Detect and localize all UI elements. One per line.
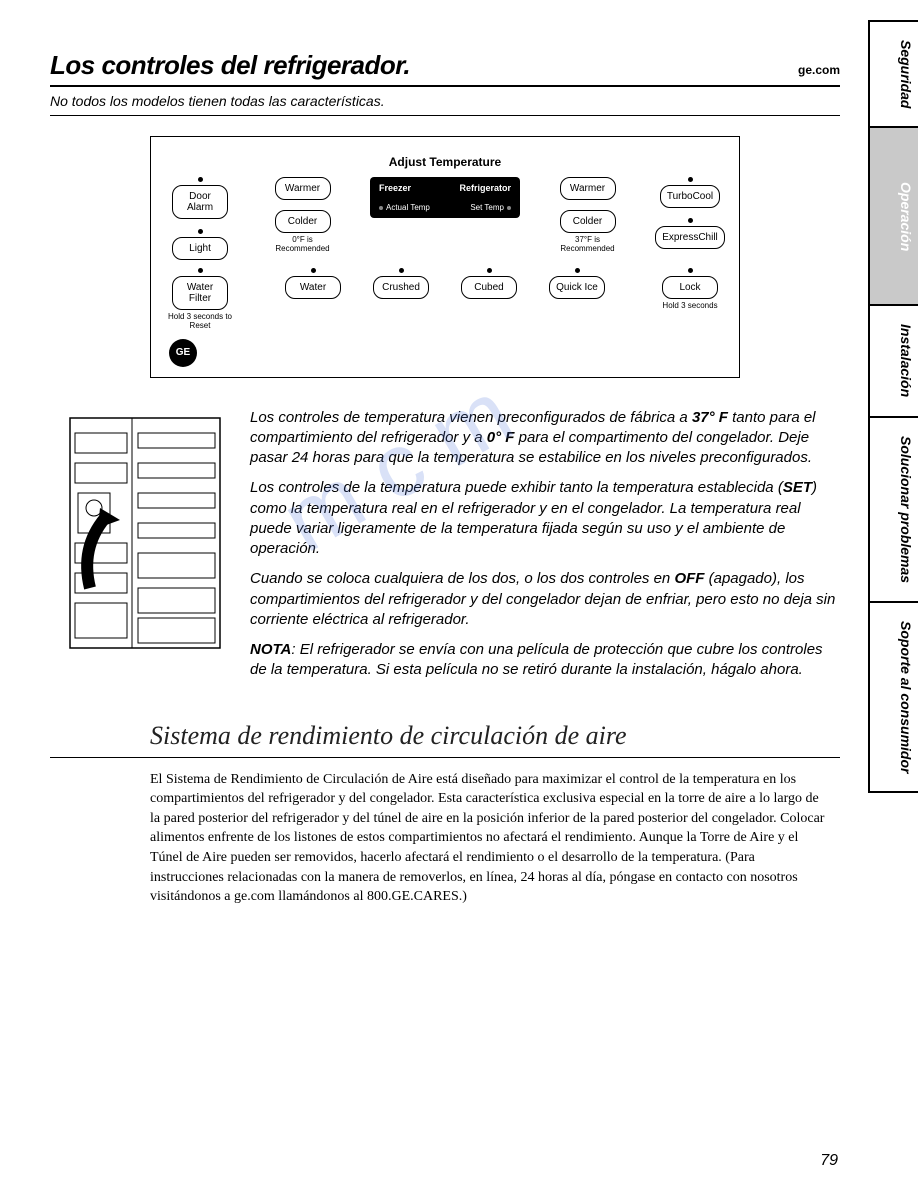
body-text: Los controles de temperatura vienen prec…	[250, 408, 840, 691]
tab-solucionar[interactable]: Solucionar problemas	[868, 416, 918, 603]
rec-0f-label: 0°F is Recommended	[268, 236, 338, 254]
light-button: Light	[172, 237, 228, 260]
tab-instalacion[interactable]: Instalación	[868, 304, 918, 417]
section-heading: Sistema de rendimiento de circulación de…	[150, 721, 840, 751]
refrigerator-illustration	[50, 408, 230, 658]
cubed-button: Cubed	[461, 276, 517, 299]
tab-soporte[interactable]: Soporte al consumidor	[868, 601, 918, 793]
section-body: El Sistema de Rendimiento de Circulación…	[150, 770, 830, 907]
actual-temp-label: Actual Temp	[386, 203, 430, 212]
temperature-display: Freezer Refrigerator Actual Temp Set Tem…	[370, 177, 520, 218]
tab-operacion[interactable]: Operación	[868, 126, 918, 306]
warmer-right-button: Warmer	[560, 177, 616, 200]
door-alarm-button: Door Alarm	[172, 185, 228, 219]
lock-button: Lock	[662, 276, 718, 299]
subtitle: No todos los modelos tienen todas las ca…	[50, 93, 840, 109]
water-button: Water	[285, 276, 341, 299]
freezer-label: Freezer	[379, 183, 411, 193]
page-title: Los controles del refrigerador.	[50, 50, 410, 81]
title-row: Los controles del refrigerador. ge.com	[50, 50, 840, 87]
side-tabs: Seguridad Operación Instalación Solucion…	[868, 20, 918, 791]
set-temp-label: Set Temp	[470, 203, 504, 212]
control-panel-diagram: Adjust Temperature Door Alarm Light Warm…	[150, 136, 740, 378]
colder-right-button: Colder	[560, 210, 616, 233]
warmer-left-button: Warmer	[275, 177, 331, 200]
quick-ice-button: Quick Ice	[549, 276, 605, 299]
tab-seguridad[interactable]: Seguridad	[868, 20, 918, 128]
expresschill-button: ExpressChill	[655, 226, 725, 249]
adjust-temperature-label: Adjust Temperature	[165, 155, 725, 169]
turbocool-button: TurboCool	[660, 185, 720, 208]
ge-logo-icon: GE	[169, 339, 197, 367]
rec-37f-label: 37°F is Recommended	[553, 236, 623, 254]
colder-left-button: Colder	[275, 210, 331, 233]
refrigerator-label: Refrigerator	[459, 183, 511, 193]
divider	[50, 757, 840, 758]
divider	[50, 115, 840, 116]
water-filter-button: Water Filter	[172, 276, 228, 310]
crushed-button: Crushed	[373, 276, 429, 299]
hold-reset-label: Hold 3 seconds to Reset	[165, 313, 235, 331]
hold-3s-label: Hold 3 seconds	[662, 302, 717, 311]
site-label: ge.com	[798, 63, 840, 77]
page-number: 79	[820, 1152, 838, 1170]
